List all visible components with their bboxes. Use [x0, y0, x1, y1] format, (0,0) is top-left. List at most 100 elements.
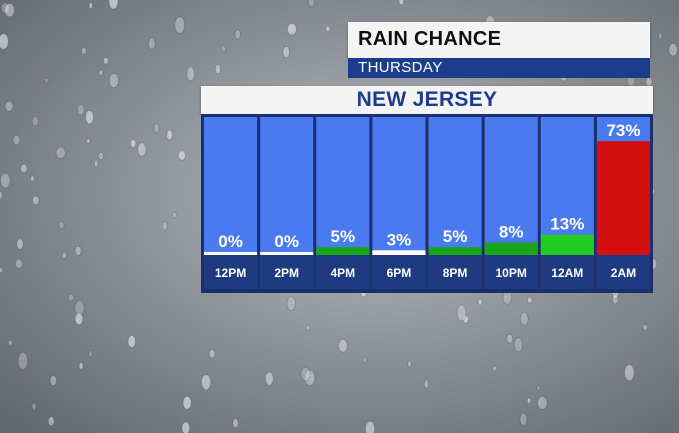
x-tick-label: 2PM: [274, 266, 299, 280]
raindrop: [304, 369, 316, 386]
raindrop: [98, 69, 104, 76]
x-tick-label: 6PM: [387, 266, 412, 280]
raindrop: [172, 211, 177, 218]
raindrop: [177, 150, 186, 161]
raindrop: [31, 195, 40, 206]
bar-column-bg: [428, 117, 482, 255]
raindrop: [407, 360, 412, 368]
x-tick-label: 2AM: [611, 266, 636, 280]
raindrop: [81, 47, 87, 55]
x-tick-label: 4PM: [330, 266, 355, 280]
raindrop: [362, 356, 367, 363]
raindrop: [130, 139, 137, 149]
raindrop: [456, 304, 467, 322]
raindrop: [31, 115, 39, 127]
raindrop: [519, 412, 528, 426]
raindrop: [68, 293, 75, 302]
raindrop: [365, 420, 376, 433]
day-label: THURSDAY: [358, 59, 443, 76]
bar: [260, 252, 314, 255]
raindrop: [536, 395, 548, 410]
raindrop: [0, 33, 9, 50]
raindrop: [30, 175, 35, 182]
raindrop: [47, 416, 55, 427]
raindrop: [657, 32, 663, 40]
raindrop: [14, 258, 23, 269]
x-tick-label: 12AM: [551, 266, 583, 280]
raindrop: [300, 366, 311, 382]
rain-chance-chart: 0% 12PM 0% 2PM 5% 4PM 3% 6PM 5% 8PM 8% 10PM 13% 12AM 7…: [204, 117, 650, 289]
axis-band: [428, 255, 482, 289]
raindrop: [103, 56, 109, 65]
raindrop: [513, 337, 524, 353]
raindrop: [526, 397, 532, 404]
raindrop: [86, 138, 91, 144]
x-tick-label: 12PM: [215, 266, 246, 280]
raindrop: [477, 298, 483, 306]
bar-value-label: 5%: [443, 227, 468, 246]
raindrop: [61, 252, 67, 259]
raindrop: [234, 29, 241, 40]
raindrop: [611, 293, 619, 305]
day-banner: THURSDAY: [348, 58, 650, 78]
region-label: NEW JERSEY: [356, 88, 498, 111]
raindrop: [12, 134, 21, 146]
bar-value-label: 3%: [387, 230, 412, 249]
raindrop: [214, 63, 221, 75]
axis-band: [204, 255, 258, 289]
raindrop: [8, 339, 13, 346]
raindrop: [20, 163, 28, 174]
raindrop: [462, 314, 470, 324]
bar-column-bg: [372, 117, 426, 255]
x-tick-label: 10PM: [496, 266, 527, 280]
bar-value-label: 0%: [274, 232, 299, 251]
raindrop: [286, 295, 296, 311]
raindrop: [108, 0, 119, 10]
raindrop: [492, 365, 497, 372]
raindrop: [4, 100, 14, 112]
bar-value-label: 8%: [499, 223, 524, 242]
raindrop: [232, 418, 239, 429]
axis-band: [596, 255, 650, 289]
bar: [596, 141, 650, 255]
raindrop: [16, 238, 24, 250]
x-tick-label: 8PM: [443, 266, 468, 280]
bar-value-label: 73%: [606, 121, 640, 140]
region-banner: NEW JERSEY: [201, 86, 653, 114]
raindrop: [108, 73, 120, 89]
bar-column-bg: [204, 117, 258, 255]
raindrop: [668, 42, 678, 57]
raindrop: [153, 123, 160, 134]
axis-band: [372, 255, 426, 289]
raindrop: [161, 221, 168, 231]
raindrop: [88, 349, 94, 358]
raindrop: [398, 0, 405, 6]
bar-column-bg: [316, 117, 370, 255]
raindrop: [137, 142, 147, 157]
raindrop: [0, 2, 10, 14]
raindrop: [85, 109, 95, 125]
bar: [204, 252, 258, 255]
axis-band: [540, 255, 594, 289]
raindrop: [264, 371, 274, 386]
raindrop: [55, 146, 66, 160]
axis-band: [316, 255, 370, 289]
raindrop: [527, 296, 533, 304]
raindrop: [76, 104, 85, 116]
bar: [316, 247, 370, 255]
bar-value-label: 0%: [218, 232, 243, 251]
raindrop: [286, 22, 297, 36]
raindrop: [0, 172, 11, 189]
raindrop: [58, 220, 65, 230]
bar: [372, 250, 426, 255]
raindrop: [181, 421, 191, 433]
title-banner: RAIN CHANCE: [348, 22, 650, 58]
raindrop: [536, 385, 541, 392]
raindrop: [74, 312, 84, 326]
raindrop: [645, 77, 653, 87]
raindrop: [78, 362, 84, 370]
raindrop: [623, 364, 635, 382]
raindrop: [174, 16, 186, 34]
bar-column-bg: [540, 117, 594, 255]
raindrop: [186, 66, 196, 82]
